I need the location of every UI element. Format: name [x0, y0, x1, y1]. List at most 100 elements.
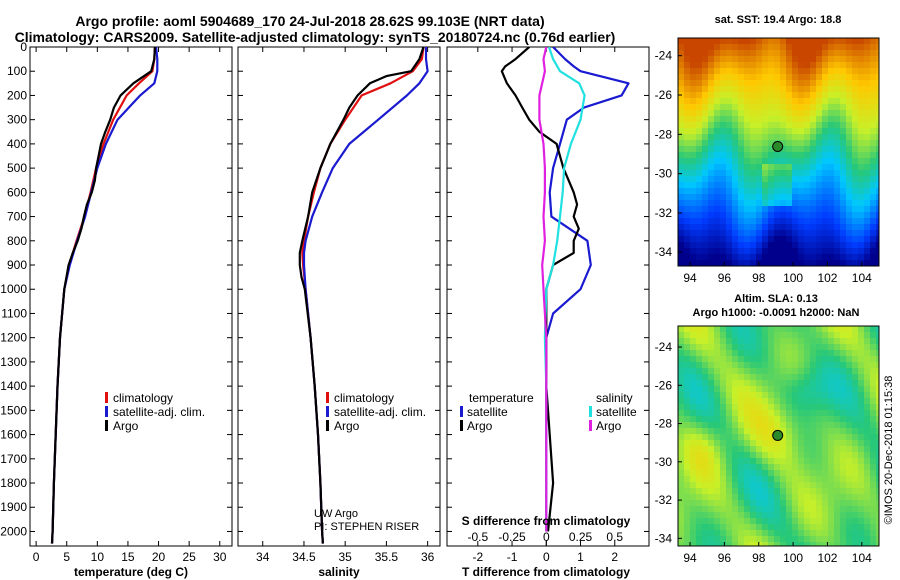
map-cell [738, 242, 745, 249]
map-cell [804, 422, 811, 429]
map-cell [702, 92, 709, 99]
map-cell [858, 152, 865, 159]
map-cell [876, 536, 879, 543]
map-cell [846, 248, 853, 255]
map-cell [858, 500, 865, 507]
map-cell [708, 404, 715, 411]
map-cell [852, 212, 859, 219]
map-cell [810, 470, 817, 477]
map-cell [876, 104, 879, 111]
map-cell [828, 380, 835, 387]
map-cell [840, 224, 847, 231]
map-cell [678, 44, 685, 51]
map-cell [696, 488, 703, 495]
map-cell [744, 56, 751, 63]
map-cell [774, 242, 781, 249]
map-cell [816, 242, 823, 249]
map-cell [810, 434, 817, 441]
salinity-axes-frame [237, 46, 441, 547]
map-cell [828, 254, 835, 261]
map-cell [792, 200, 799, 207]
map-cell [840, 38, 847, 45]
map-cell [744, 62, 751, 69]
map-cell [678, 200, 685, 207]
map-cell [876, 398, 879, 405]
map-cell [834, 92, 841, 99]
map-cell [684, 188, 691, 195]
map-cell [798, 38, 805, 45]
map-cell [696, 446, 703, 453]
map-cell [774, 44, 781, 51]
map-cell [852, 80, 859, 87]
map-cell [696, 116, 703, 123]
map-cell [768, 398, 775, 405]
map-cell [774, 494, 781, 501]
map-cell [840, 86, 847, 93]
map-cell [858, 530, 865, 537]
map-cell [870, 176, 877, 183]
map-cell [798, 506, 805, 513]
map-cell [780, 116, 787, 123]
map-cell [762, 122, 769, 129]
map-cell [714, 194, 721, 201]
map-cell [810, 542, 817, 546]
map-cell [810, 134, 817, 141]
argo-location-marker [772, 429, 784, 441]
map-cell [774, 530, 781, 537]
map-cell [846, 350, 853, 357]
map-cell [816, 362, 823, 369]
map-cell [834, 224, 841, 231]
argo-location-marker [772, 140, 784, 152]
map-cell [750, 500, 757, 507]
map-cell [732, 422, 739, 429]
map-cell [756, 242, 763, 249]
map-cell [774, 50, 781, 57]
map-cell [846, 116, 853, 123]
map-cell [798, 422, 805, 429]
map-cell [726, 92, 733, 99]
map-cell [828, 86, 835, 93]
map-cell [870, 56, 877, 63]
map-cell [846, 422, 853, 429]
map-cell [792, 380, 799, 387]
map-cell [828, 458, 835, 465]
map-cell [834, 200, 841, 207]
map-cell [774, 512, 781, 519]
map-cell [708, 380, 715, 387]
map-cell [768, 254, 775, 261]
map-cell [834, 50, 841, 57]
salinity-depth-ticks [238, 46, 440, 532]
map-cell [840, 488, 847, 495]
map-cell [858, 422, 865, 429]
map-cell [684, 44, 691, 51]
map-cell [792, 134, 799, 141]
map-cell [840, 110, 847, 117]
map-cell [792, 170, 799, 177]
map-cell [708, 416, 715, 423]
map-cell [804, 440, 811, 447]
map-cell [786, 164, 793, 171]
map-cell [774, 482, 781, 489]
map-cell [840, 482, 847, 489]
map-cell [768, 392, 775, 399]
depth-axis: 0100200300400500600700800900100011001200… [0, 40, 232, 538]
map-cell [714, 380, 721, 387]
map-cell [786, 44, 793, 51]
map-cell [750, 68, 757, 75]
map-cell [792, 374, 799, 381]
map-cell [714, 416, 721, 423]
map-cell [810, 254, 817, 261]
map-cell [780, 122, 787, 129]
map-cell [762, 446, 769, 453]
map-cell [822, 122, 829, 129]
map-cell [762, 338, 769, 345]
map-cell [840, 116, 847, 123]
map-cell [774, 164, 781, 171]
map-cell [756, 152, 763, 159]
map-cell [876, 518, 879, 525]
map-cell [708, 194, 715, 201]
map-cell [768, 458, 775, 465]
map-cell [678, 386, 685, 393]
map-cell [840, 140, 847, 147]
map-cell [864, 224, 871, 231]
